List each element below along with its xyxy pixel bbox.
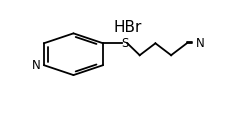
Text: S: S — [121, 37, 129, 50]
Text: N: N — [196, 37, 204, 50]
Text: N: N — [32, 59, 40, 72]
Text: HBr: HBr — [113, 20, 142, 35]
